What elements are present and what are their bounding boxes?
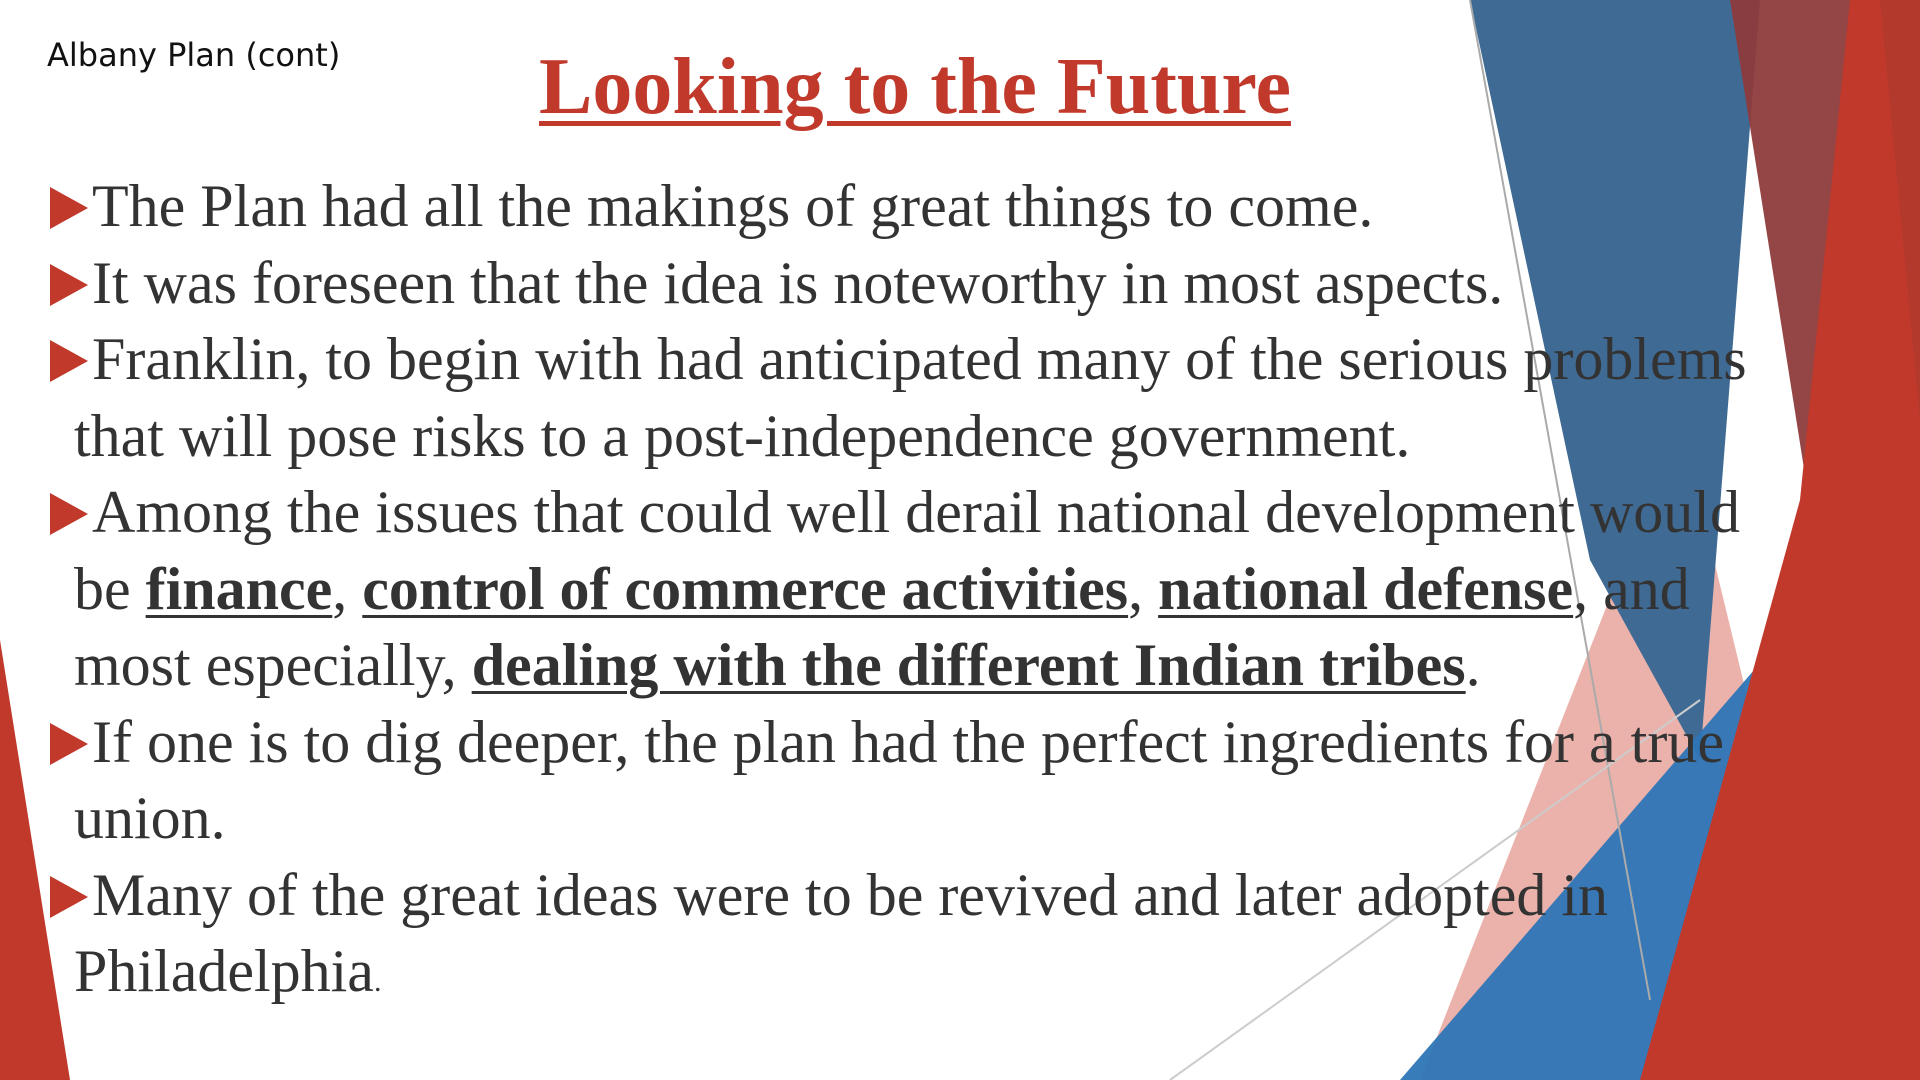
thin-line-2: [1169, 699, 1701, 1080]
text-segment: be: [74, 555, 146, 622]
bullet-item: Among the issues that could well derail …: [50, 474, 1880, 551]
bullet-text-line: Among the issues that could well derail …: [92, 479, 1740, 545]
bullet-text: It was foreseen that the idea is notewor…: [92, 249, 1504, 316]
triangle-bullet-icon: [50, 340, 88, 382]
triangle-bullet-icon: [50, 875, 88, 918]
bullet-text-line: Many of the great ideas were to be reviv…: [92, 861, 1609, 928]
bullet-item: Many of the great ideas were to be reviv…: [50, 857, 1880, 934]
bullet-text-line: most especially, dealing with the differ…: [50, 627, 1880, 704]
emphasis-indian-tribes: dealing with the different Indian tribes: [471, 632, 1466, 698]
text-segment: .: [1465, 632, 1481, 698]
text-segment: ,: [1128, 555, 1159, 622]
triangle-bullet-icon: [50, 187, 88, 229]
bullet-item: The Plan had all the makings of great th…: [50, 168, 1880, 245]
triangle-bullet-icon: [50, 722, 88, 765]
text-segment: , and: [1573, 555, 1690, 622]
bullet-text-line: Franklin, to begin with had anticipated …: [92, 326, 1747, 392]
bullet-item: If one is to dig deeper, the plan had th…: [50, 704, 1880, 781]
bullet-text-line: be finance, control of commerce activiti…: [50, 551, 1880, 628]
left-red-triangle: [0, 640, 70, 1080]
bullet-item: It was foreseen that the idea is notewor…: [50, 245, 1880, 322]
bullet-text-line: If one is to dig deeper, the plan had th…: [92, 708, 1724, 775]
emphasis-finance: finance: [145, 555, 333, 622]
emphasis-commerce: control of commerce activities: [362, 555, 1129, 622]
bullet-text-line: that will pose risks to a post-independe…: [74, 402, 1411, 469]
emphasis-defense: national defense: [1158, 555, 1574, 622]
triangle-bullet-icon: [50, 263, 88, 306]
triangle-bullet-icon: [50, 493, 88, 535]
thin-line-1: [1469, 0, 1651, 1001]
bullet-text-line: union.: [74, 785, 226, 851]
bullet-text-line: Philadelphia.: [50, 933, 1880, 1021]
red-shape-right: [1640, 0, 1920, 1080]
blue-shape-top: [1470, 0, 1760, 760]
text-segment: ,: [332, 555, 363, 622]
text-segment: most especially,: [74, 632, 472, 698]
red-shape-upper: [1880, 0, 1920, 420]
bullet-text: The Plan had all the makings of great th…: [92, 173, 1374, 239]
slide-title: Looking to the Future: [539, 43, 1291, 131]
bullet-list: The Plan had all the makings of great th…: [50, 168, 1880, 1021]
text-segment: .: [373, 965, 382, 998]
text-segment: Philadelphia: [74, 938, 374, 1004]
bullet-item: Franklin, to begin with had anticipated …: [50, 321, 1880, 398]
corner-label: Albany Plan (cont): [47, 36, 341, 74]
